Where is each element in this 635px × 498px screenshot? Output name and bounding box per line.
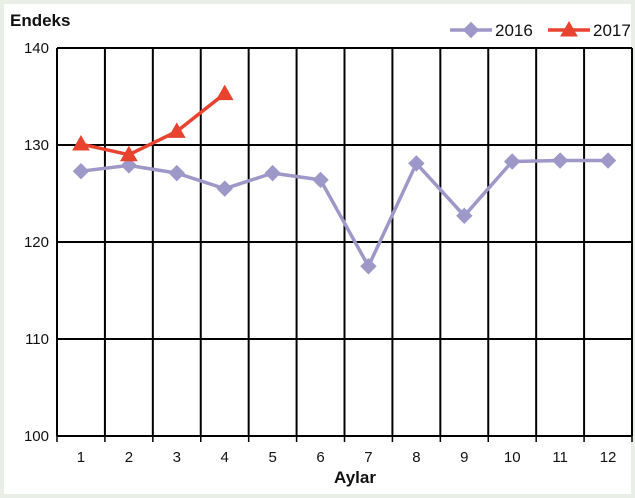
legend-item-2017: 2017 [548, 20, 631, 40]
x-tick-label: 9 [460, 449, 468, 466]
x-tick-label: 8 [412, 449, 420, 466]
data-point-2016 [168, 164, 185, 182]
legend: 2016 2017 [450, 20, 631, 40]
x-tick-label: 5 [268, 449, 276, 466]
series-2016 [72, 152, 617, 275]
x-tick-label: 7 [364, 449, 372, 466]
data-point-2016 [312, 171, 329, 189]
data-point-2016 [360, 258, 377, 275]
y-tick-label: 130 [24, 137, 49, 154]
legend-marker [560, 20, 578, 37]
legend-label: 2016 [495, 21, 533, 40]
data-point-2016 [456, 207, 473, 225]
data-point-2016 [599, 152, 617, 169]
data-point-2017 [167, 122, 186, 138]
x-tick-label: 1 [77, 449, 85, 466]
x-tick-label: 4 [221, 449, 229, 466]
data-point-2017 [120, 145, 138, 162]
data-point-2016 [504, 153, 521, 170]
data-point-2016 [72, 162, 90, 180]
x-tick-label: 11 [552, 449, 568, 466]
data-point-2017 [215, 84, 234, 101]
series-layer [72, 84, 617, 275]
data-point-2016 [408, 155, 425, 172]
data-point-2016 [216, 180, 233, 197]
y-tick-label: 100 [24, 428, 49, 445]
x-tick-label: 3 [173, 449, 181, 466]
series-2017 [72, 84, 234, 162]
y-tick-label: 120 [24, 234, 49, 251]
data-point-2016 [264, 164, 281, 182]
x-tick-label: 6 [316, 449, 324, 466]
data-point-2016 [120, 157, 138, 174]
series-line-2017 [80, 92, 226, 157]
x-tick-label: 2 [125, 449, 133, 466]
grid-lines [56, 47, 633, 437]
data-point-2016 [551, 152, 569, 169]
y-tick-label: 140 [24, 40, 49, 57]
legend-item-2016: 2016 [450, 21, 533, 40]
y-axis-title: Endeks [10, 11, 70, 30]
x-tick-label: 10 [504, 449, 521, 466]
x-axis-title: Aylar [334, 468, 376, 487]
legend-marker [462, 21, 480, 39]
data-point-2017 [72, 135, 90, 151]
x-tick-label: 12 [600, 449, 617, 466]
y-tick-label: 110 [25, 331, 49, 348]
chart-frame [4, 4, 631, 494]
legend-label: 2017 [593, 21, 631, 40]
